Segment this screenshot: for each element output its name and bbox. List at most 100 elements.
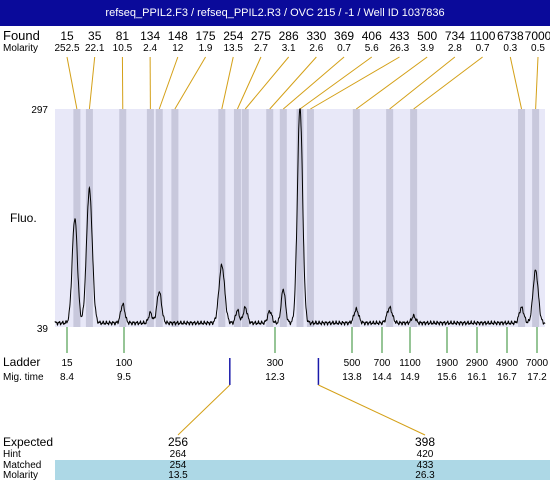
- ladder-size: 700: [374, 358, 391, 369]
- mig-time-label: Mig. time: [3, 372, 44, 383]
- found-connector: [244, 56, 290, 110]
- hint-label: Hint: [3, 449, 21, 460]
- found-connector: [66, 56, 78, 110]
- found-molarity: 12: [172, 43, 184, 54]
- found-molarity: 0.7: [476, 43, 490, 54]
- ladder-label: Ladder: [3, 355, 40, 369]
- expected-markers: [177, 358, 426, 436]
- found-connector: [282, 56, 345, 110]
- peak-band: [279, 109, 287, 327]
- found-connector-lines: [66, 56, 539, 110]
- found-size: 81: [116, 29, 130, 43]
- found-molarity: 3.1: [282, 43, 296, 54]
- found-connector: [356, 56, 428, 110]
- found-size: 500: [417, 29, 437, 43]
- found-connector: [310, 56, 400, 110]
- found-size: 15: [60, 29, 74, 43]
- peak-band: [85, 109, 93, 327]
- ladder-time: 16.1: [467, 372, 487, 383]
- ladder-size: 7000: [526, 358, 549, 369]
- found-label: Found: [3, 28, 40, 43]
- hint-size: 420: [417, 449, 434, 460]
- found-molarity: 26.3: [390, 43, 410, 54]
- peak-band: [233, 109, 241, 327]
- ladder-time: 15.6: [437, 372, 457, 383]
- fluorescence-trace: [54, 108, 546, 327]
- found-size: 275: [251, 29, 271, 43]
- ladder-size: 500: [344, 358, 361, 369]
- molarity-row-label: Molarity: [3, 470, 38, 480]
- y-max-label: 297: [31, 105, 48, 116]
- expected-label: Expected: [3, 435, 53, 449]
- ladder-time: 12.3: [265, 372, 285, 383]
- found-size: 406: [362, 29, 382, 43]
- found-connector: [413, 56, 483, 110]
- found-connector: [236, 56, 262, 110]
- found-molarity: 22.1: [85, 43, 105, 54]
- ladder-time: 8.4: [60, 372, 74, 383]
- molarity-label: Molarity: [3, 43, 38, 54]
- found-size: 175: [196, 29, 216, 43]
- found-connector: [535, 56, 539, 110]
- found-connector: [221, 56, 234, 110]
- peak-band: [73, 109, 81, 327]
- ladder-size: 1900: [436, 358, 459, 369]
- found-connector: [299, 56, 373, 110]
- peak-bands: [73, 109, 540, 327]
- peak-band: [296, 109, 304, 327]
- peak-band: [532, 109, 540, 327]
- peak-band: [386, 109, 394, 327]
- ladder-ticks: [66, 327, 538, 353]
- peak-band: [410, 109, 418, 327]
- expected-size: 256: [168, 435, 188, 449]
- found-molarity: 1.9: [199, 43, 213, 54]
- ladder-size: 15: [61, 358, 73, 369]
- found-connector: [269, 56, 317, 110]
- found-molarity: 5.6: [365, 43, 379, 54]
- peak-band: [218, 109, 226, 327]
- found-molarity: 2.7: [254, 43, 268, 54]
- found-size: 254: [223, 29, 243, 43]
- matched-size: 254: [170, 460, 187, 471]
- found-molarity: 2.8: [448, 43, 462, 54]
- found-molarity: 252.5: [54, 43, 79, 54]
- ladder-time: 14.4: [372, 372, 392, 383]
- found-size: 369: [334, 29, 354, 43]
- found-connector: [389, 56, 456, 110]
- matched-molarity: 13.5: [168, 470, 188, 480]
- found-connector: [88, 56, 96, 110]
- found-connector: [509, 56, 523, 110]
- found-size: 35: [88, 29, 102, 43]
- found-size: 6738: [497, 29, 524, 43]
- peak-band: [241, 109, 249, 327]
- matched-size: 433: [417, 460, 434, 471]
- y-min-label: 39: [37, 324, 49, 335]
- found-size: 286: [279, 29, 299, 43]
- title-bar: refseq_PPIL2.F3 / refseq_PPIL2.R3 / OVC …: [0, 0, 550, 26]
- peak-band: [119, 109, 127, 327]
- ladder-size: 4900: [496, 358, 519, 369]
- found-size: 134: [140, 29, 160, 43]
- peak-band: [146, 109, 154, 327]
- hint-size: 264: [170, 449, 187, 460]
- ladder-time: 13.8: [342, 372, 362, 383]
- peak-band: [171, 109, 179, 327]
- found-molarity: 0.3: [503, 43, 517, 54]
- found-size: 7000: [525, 29, 550, 43]
- found-size: 148: [168, 29, 188, 43]
- ladder-size: 300: [267, 358, 284, 369]
- found-molarity: 0.7: [337, 43, 351, 54]
- found-connector: [174, 56, 206, 110]
- ladder-size: 1100: [399, 358, 421, 369]
- peak-band: [352, 109, 360, 327]
- ladder-size: 2900: [466, 358, 489, 369]
- found-molarity: 3.9: [420, 43, 434, 54]
- peak-band: [155, 109, 163, 327]
- found-molarity: 2.6: [309, 43, 323, 54]
- found-molarity: 10.5: [113, 43, 133, 54]
- peak-band: [266, 109, 274, 327]
- found-molarity: 0.5: [531, 43, 545, 54]
- found-size: 330: [306, 29, 326, 43]
- matched-molarity: 26.3: [415, 470, 435, 480]
